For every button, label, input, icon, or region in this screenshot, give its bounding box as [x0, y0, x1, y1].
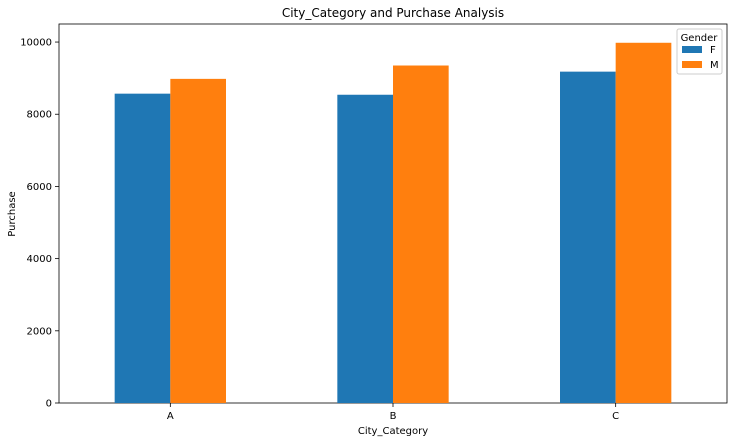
bar-c-m	[615, 42, 672, 403]
x-tick-label: B	[390, 411, 397, 422]
legend-label-m: M	[710, 60, 719, 71]
y-axis-label: Purchase	[7, 191, 18, 236]
y-tick-label: 8000	[27, 110, 52, 121]
bar-a-f	[114, 93, 171, 403]
x-tick-label: A	[167, 411, 174, 422]
x-axis: A B C	[167, 403, 619, 422]
legend-title: Gender	[681, 33, 719, 44]
y-tick-label: 2000	[27, 326, 52, 337]
y-tick-label: 4000	[27, 254, 52, 265]
y-tick-label: 0	[46, 399, 52, 410]
y-tick-label: 10000	[20, 38, 52, 49]
legend-swatch-m	[682, 61, 702, 68]
chart-title: City_Category and Purchase Analysis	[282, 6, 504, 20]
y-tick-label: 6000	[27, 182, 52, 193]
bars-group	[114, 42, 672, 404]
x-axis-label: City_Category	[358, 426, 428, 437]
legend-swatch-f	[682, 46, 702, 53]
y-axis: 0 2000 4000 6000 8000 10000	[20, 38, 59, 410]
legend-label-f: F	[710, 45, 716, 56]
bar-a-m	[170, 78, 226, 404]
x-tick-label: C	[612, 411, 619, 422]
legend: Gender F M	[676, 28, 723, 75]
bar-c-f	[560, 71, 616, 403]
bar-b-m	[393, 65, 449, 403]
bar-b-f	[337, 94, 393, 403]
